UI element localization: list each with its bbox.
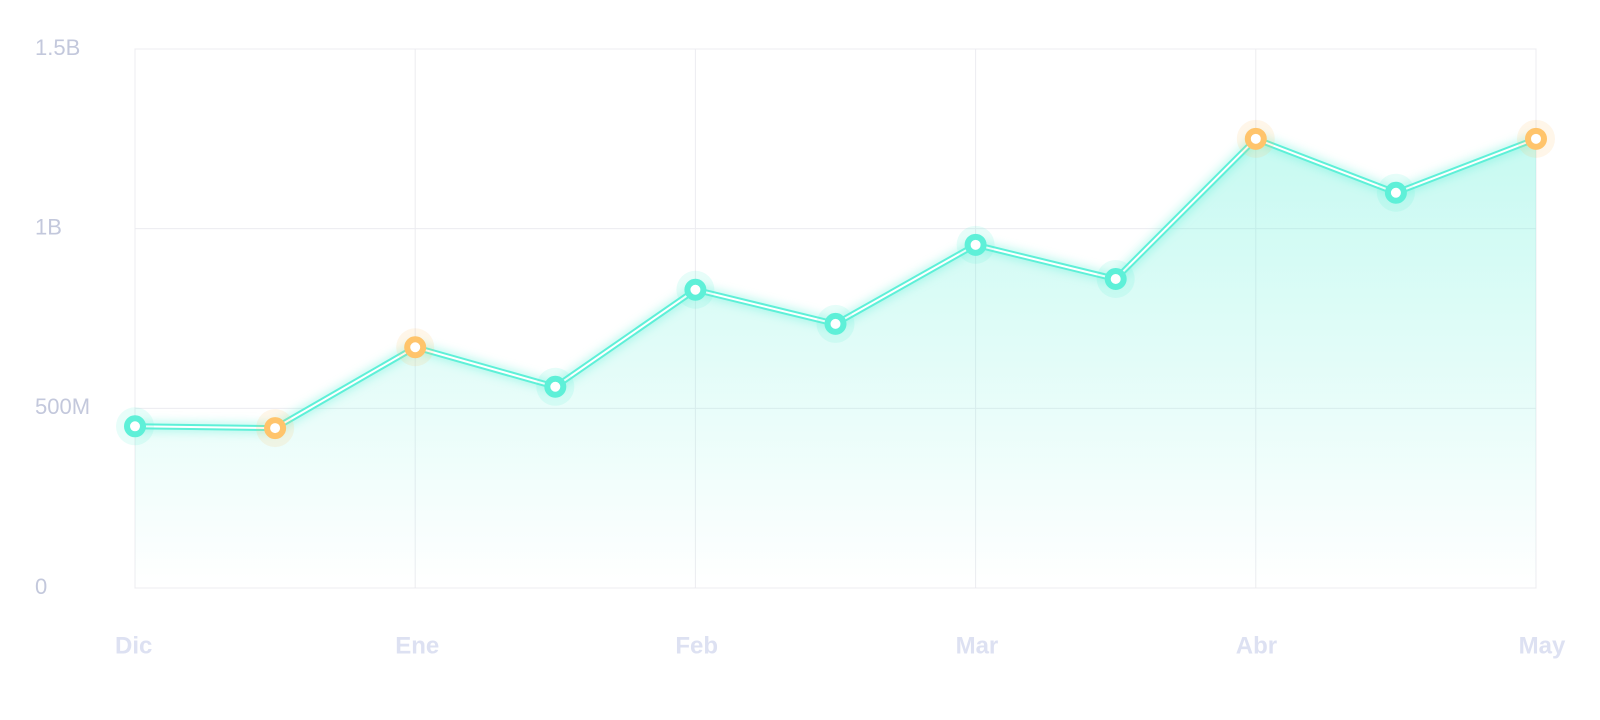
y-tick-label: 1B — [35, 214, 62, 239]
marker — [544, 375, 567, 398]
y-tick-label: 1.5B — [35, 35, 80, 60]
marker — [1104, 267, 1127, 290]
marker — [1525, 127, 1547, 150]
marker — [824, 312, 847, 335]
x-tick-label: Abr — [1236, 632, 1277, 659]
y-tick-label: 500M — [35, 394, 90, 419]
marker — [684, 278, 707, 301]
marker — [124, 415, 146, 438]
area — [135, 138, 1536, 589]
marker — [1244, 127, 1267, 150]
y-tick-label: 0 — [35, 574, 47, 599]
x-tick-label: Ene — [395, 632, 439, 659]
x-tick-label: Dic — [115, 632, 152, 659]
x-tick-label: Mar — [956, 632, 999, 659]
marker — [404, 336, 427, 359]
x-tick-label: Feb — [675, 632, 718, 659]
marker — [264, 417, 287, 440]
marker — [964, 233, 987, 256]
marker — [1384, 181, 1407, 204]
x-tick-label: May — [1519, 632, 1566, 659]
